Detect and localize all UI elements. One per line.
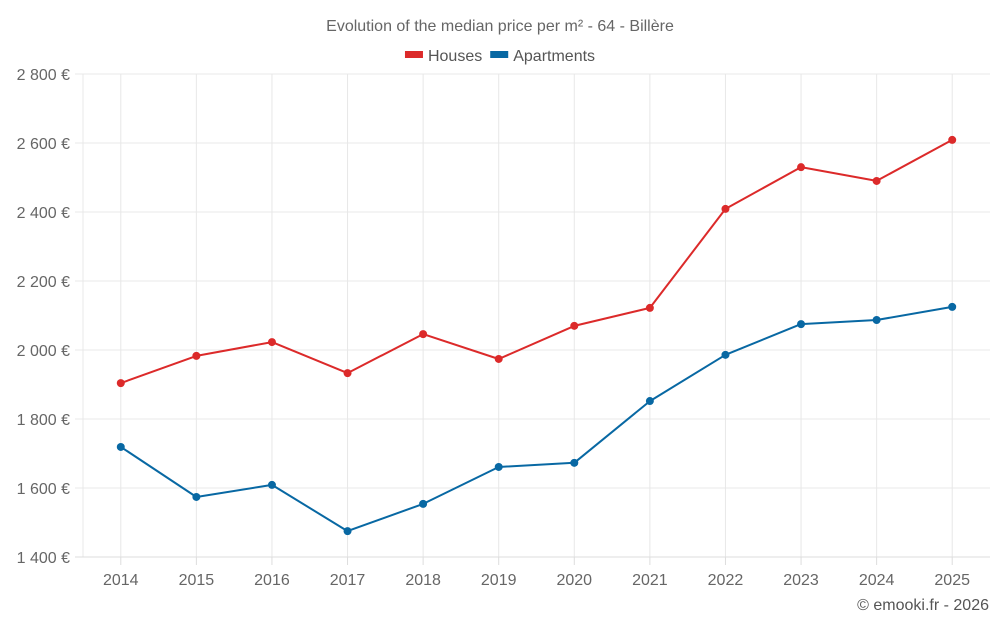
x-axis: [75, 556, 990, 565]
x-tick-label: 2025: [934, 572, 970, 589]
chart-title: Evolution of the median price per m² - 6…: [326, 18, 674, 35]
data-point: [721, 204, 730, 213]
data-point: [645, 303, 654, 312]
x-tick-label: 2021: [632, 572, 668, 589]
data-point: [343, 527, 352, 536]
series-apartments: [116, 302, 957, 536]
x-tick-label: 2015: [179, 572, 215, 589]
data-point: [645, 397, 654, 406]
series-line: [120, 305, 953, 533]
data-point: [116, 442, 125, 451]
x-tick-label: 2018: [405, 572, 441, 589]
data-point: [797, 163, 806, 172]
data-point: [570, 321, 579, 330]
series-group: [116, 135, 957, 536]
data-point: [872, 315, 881, 324]
x-tick-label: 2016: [254, 572, 290, 589]
x-tick-label: 2020: [556, 572, 592, 589]
data-point: [721, 350, 730, 359]
legend-swatch: [490, 51, 509, 58]
data-point: [948, 302, 957, 311]
data-point: [343, 369, 352, 378]
data-point: [494, 354, 503, 363]
data-point: [192, 492, 201, 501]
x-axis-labels: 2014 2015 2016 2017 2018 2019 2020 2021 2022 2023…: [103, 572, 970, 589]
data-point: [116, 379, 125, 388]
data-point: [570, 458, 579, 467]
y-tick-label: 2 400 €: [17, 205, 70, 222]
data-point: [872, 176, 881, 185]
y-tick-label: 1 400 €: [17, 550, 70, 567]
x-tick-label: 2024: [859, 572, 895, 589]
legend-swatch: [404, 51, 423, 58]
legend-item-apartments: Apartments: [490, 48, 595, 65]
data-point: [419, 330, 428, 339]
series-line: [120, 139, 953, 385]
legend: Houses Apartments: [404, 48, 595, 65]
data-point: [948, 135, 957, 144]
x-tick-label: 2019: [481, 572, 517, 589]
y-tick-label: 1 800 €: [17, 412, 70, 429]
y-axis-labels: 1 400 € 1 600 € 1 800 € 2 000 € 2 200 € 2 400…: [17, 67, 70, 567]
y-tick-label: 2 600 €: [17, 136, 70, 153]
credit-text: © emooki.fr - 2026: [857, 597, 989, 614]
data-point: [192, 351, 201, 360]
legend-label: Houses: [428, 48, 482, 65]
y-tick-label: 2 200 €: [17, 274, 70, 291]
data-point: [267, 338, 276, 347]
data-point: [267, 480, 276, 489]
x-tick-label: 2022: [708, 572, 744, 589]
x-tick-label: 2017: [330, 572, 366, 589]
y-gridlines: [75, 73, 990, 489]
data-point: [494, 462, 503, 471]
data-point: [797, 320, 806, 329]
x-tick-label: 2014: [103, 572, 139, 589]
y-tick-label: 1 600 €: [17, 481, 70, 498]
x-gridlines: [82, 74, 953, 557]
legend-item-houses: Houses: [404, 48, 482, 65]
series-houses: [116, 135, 957, 388]
data-point: [419, 499, 428, 508]
legend-label: Apartments: [513, 48, 595, 65]
y-tick-label: 2 000 €: [17, 343, 70, 360]
x-tick-label: 2023: [783, 572, 819, 589]
y-tick-label: 2 800 €: [17, 67, 70, 84]
